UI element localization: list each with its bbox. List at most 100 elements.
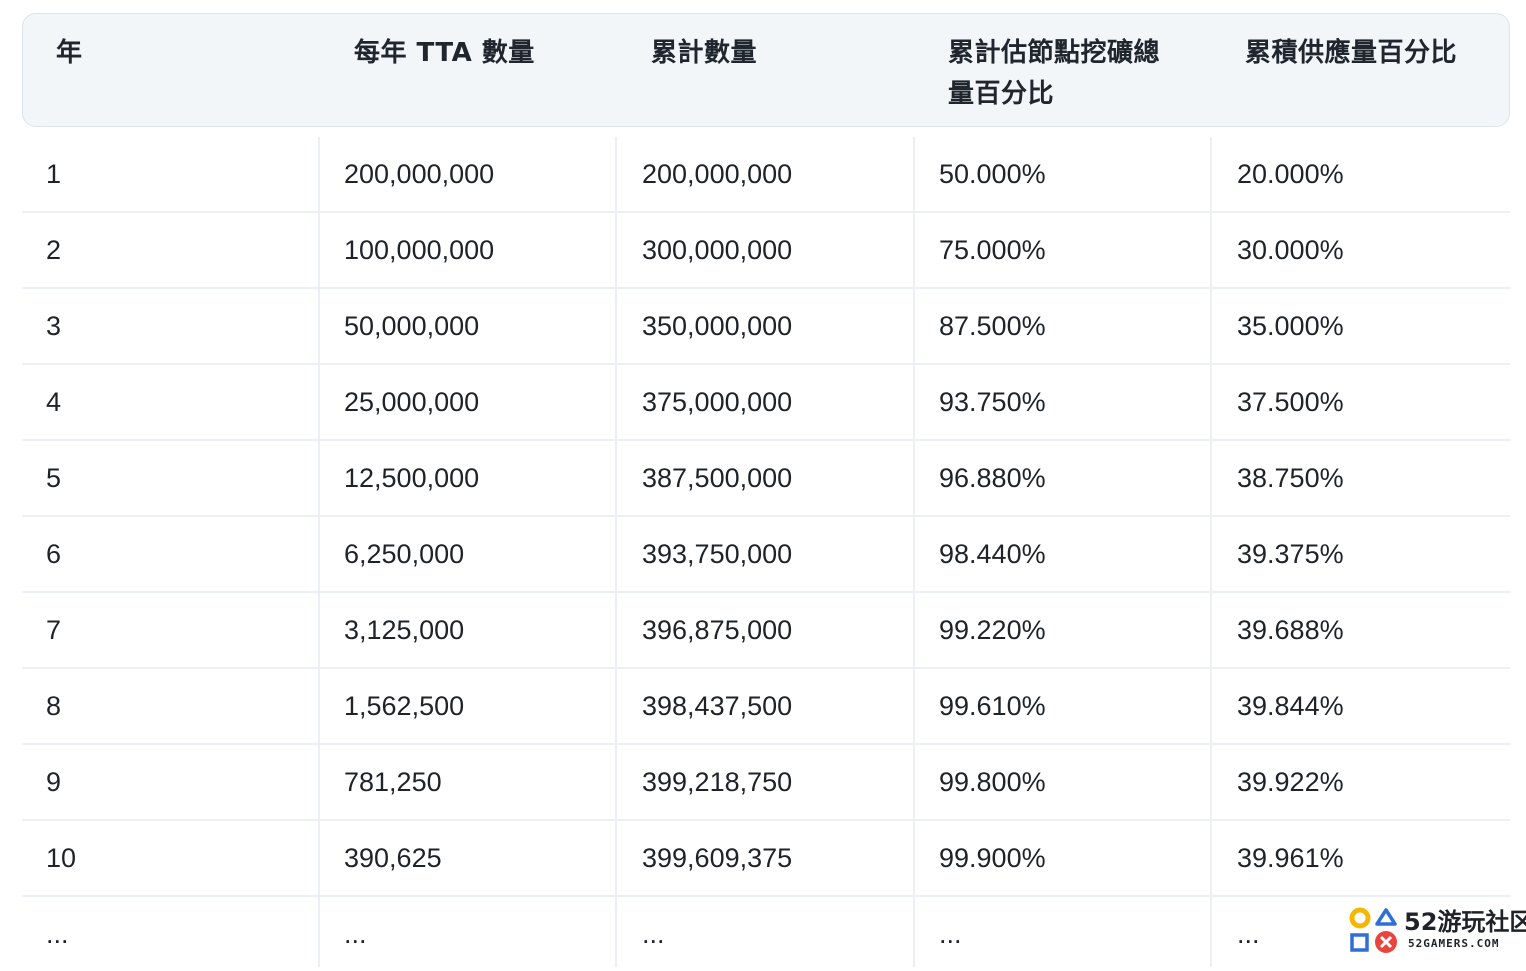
column-divider xyxy=(913,745,915,819)
column-divider xyxy=(1210,821,1212,895)
column-divider xyxy=(318,517,320,591)
column-divider xyxy=(913,593,915,667)
column-divider xyxy=(615,137,617,211)
cell-year: 3 xyxy=(46,311,62,341)
cell-year: 10 xyxy=(46,843,77,873)
watermark-logo: 52游玩社区 52GAMERS.COM xyxy=(1346,902,1526,958)
cell-annual-tta: 25,000,000 xyxy=(344,387,480,417)
cell-year: 9 xyxy=(46,767,62,797)
cell-year: 6 xyxy=(46,539,62,569)
column-divider xyxy=(615,745,617,819)
column-divider xyxy=(318,669,320,743)
column-divider xyxy=(318,593,320,667)
table-row: 6 6,250,000 393,750,000 98.440% 39.375% xyxy=(22,517,1510,593)
cell-year: 7 xyxy=(46,615,62,645)
cell-year: ... xyxy=(46,919,69,949)
watermark-title: 52游玩社区 xyxy=(1404,908,1526,936)
watermark-subtitle: 52GAMERS.COM xyxy=(1408,937,1500,950)
column-divider xyxy=(318,213,320,287)
column-divider xyxy=(615,821,617,895)
table-row: 1 200,000,000 200,000,000 50.000% 20.000% xyxy=(22,137,1510,213)
table-row: 3 50,000,000 350,000,000 87.500% 35.000% xyxy=(22,289,1510,365)
column-divider xyxy=(1210,365,1212,439)
cell-annual-tta: 1,562,500 xyxy=(344,691,465,721)
column-divider xyxy=(318,289,320,363)
cell-cumulative: 300,000,000 xyxy=(642,235,793,265)
cell-year: 4 xyxy=(46,387,62,417)
cell-annual-tta: 3,125,000 xyxy=(344,615,465,645)
table-row: 4 25,000,000 375,000,000 93.750% 37.500% xyxy=(22,365,1510,441)
table-row: 10 390,625 399,609,375 99.900% 39.961% xyxy=(22,821,1510,897)
cell-year: 2 xyxy=(46,235,62,265)
cell-supply-pct: 38.750% xyxy=(1237,463,1344,493)
cell-node-mining-pct: 99.800% xyxy=(939,767,1046,797)
header-node-mining-pct: 累計估節點挖礦總 量百分比 xyxy=(948,33,1160,115)
column-divider xyxy=(615,441,617,515)
column-divider xyxy=(1210,441,1212,515)
cell-annual-tta: 781,250 xyxy=(344,767,442,797)
table-row: 5 12,500,000 387,500,000 96.880% 38.750% xyxy=(22,441,1510,517)
cell-annual-tta: 12,500,000 xyxy=(344,463,480,493)
cell-year: 8 xyxy=(46,691,62,721)
table-body: 1 200,000,000 200,000,000 50.000% 20.000% 2 10… xyxy=(22,137,1510,967)
column-divider xyxy=(1210,745,1212,819)
column-divider xyxy=(1210,213,1212,287)
cell-annual-tta: 200,000,000 xyxy=(344,159,495,189)
column-divider xyxy=(913,137,915,211)
cell-annual-tta: ... xyxy=(344,919,367,949)
column-divider xyxy=(318,821,320,895)
cell-annual-tta: 390,625 xyxy=(344,843,442,873)
column-divider xyxy=(318,745,320,819)
cell-node-mining-pct: 87.500% xyxy=(939,311,1046,341)
table-row: 7 3,125,000 396,875,000 99.220% 39.688% xyxy=(22,593,1510,669)
column-divider xyxy=(1210,289,1212,363)
column-divider xyxy=(615,517,617,591)
column-divider xyxy=(913,897,915,967)
cell-supply-pct: 20.000% xyxy=(1237,159,1344,189)
cell-node-mining-pct: 96.880% xyxy=(939,463,1046,493)
table-row: ............... xyxy=(22,897,1510,967)
header-year: 年 xyxy=(56,38,83,68)
header-supply-pct: 累積供應量百分比 xyxy=(1245,38,1458,68)
cell-annual-tta: 50,000,000 xyxy=(344,311,480,341)
cell-cumulative: 399,218,750 xyxy=(642,767,793,797)
cell-cumulative: 398,437,500 xyxy=(642,691,793,721)
column-divider xyxy=(913,213,915,287)
cell-node-mining-pct: 50.000% xyxy=(939,159,1046,189)
header-node-mining-pct-line2: 量百分比 xyxy=(948,79,1055,109)
column-divider xyxy=(615,669,617,743)
cell-node-mining-pct: 99.220% xyxy=(939,615,1046,645)
table-row: 9 781,250 399,218,750 99.800% 39.922% xyxy=(22,745,1510,821)
column-divider xyxy=(318,897,320,967)
cell-cumulative: 200,000,000 xyxy=(642,159,793,189)
cell-supply-pct: 39.375% xyxy=(1237,539,1344,569)
cell-node-mining-pct: ... xyxy=(939,919,962,949)
cell-cumulative: 350,000,000 xyxy=(642,311,793,341)
table-row: 2 100,000,000 300,000,000 75.000% 30.000% xyxy=(22,213,1510,289)
column-divider xyxy=(318,365,320,439)
cell-supply-pct: 39.922% xyxy=(1237,767,1344,797)
column-divider xyxy=(615,365,617,439)
column-divider xyxy=(1210,897,1212,967)
column-divider xyxy=(913,365,915,439)
column-divider xyxy=(615,289,617,363)
cell-node-mining-pct: 93.750% xyxy=(939,387,1046,417)
cell-supply-pct: 35.000% xyxy=(1237,311,1344,341)
cell-cumulative: 396,875,000 xyxy=(642,615,793,645)
cell-cumulative: 393,750,000 xyxy=(642,539,793,569)
cell-supply-pct: 39.688% xyxy=(1237,615,1344,645)
cell-supply-pct: 37.500% xyxy=(1237,387,1344,417)
column-divider xyxy=(913,517,915,591)
column-divider xyxy=(1210,593,1212,667)
column-divider xyxy=(318,441,320,515)
cell-supply-pct: ... xyxy=(1237,919,1260,949)
column-divider xyxy=(913,441,915,515)
cell-supply-pct: 30.000% xyxy=(1237,235,1344,265)
column-divider xyxy=(913,821,915,895)
cell-cumulative: ... xyxy=(642,919,665,949)
cell-year: 1 xyxy=(46,159,62,189)
game-controls-icon xyxy=(1349,907,1397,953)
cell-node-mining-pct: 75.000% xyxy=(939,235,1046,265)
table-row: 8 1,562,500 398,437,500 99.610% 39.844% xyxy=(22,669,1510,745)
column-divider xyxy=(318,137,320,211)
